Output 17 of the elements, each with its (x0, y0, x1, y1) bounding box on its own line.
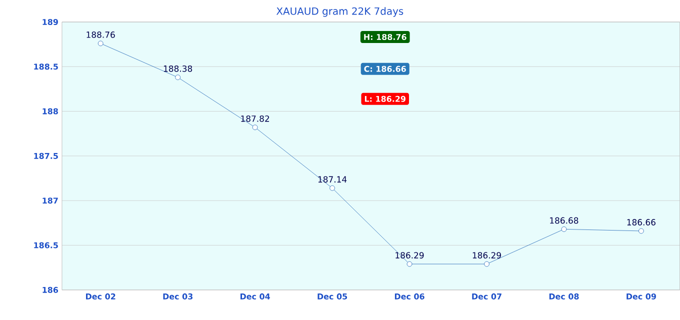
point (252, 124, 258, 130)
data-label: 186.29 (396, 252, 424, 259)
point (330, 185, 335, 191)
point (638, 228, 644, 234)
data-label: 188.76 (86, 32, 115, 38)
point (98, 40, 104, 46)
data-label: 186.66 (627, 219, 656, 226)
chart-title: XAUAUD gram 22K 7days (276, 7, 404, 17)
point (406, 261, 412, 267)
data-label: 188.38 (164, 66, 192, 72)
point (561, 226, 567, 232)
point (175, 74, 181, 80)
data-label: 187.14 (318, 176, 347, 183)
data-label: 186.29 (472, 252, 501, 259)
data-label: 187.82 (241, 116, 270, 122)
point (484, 261, 490, 267)
data-label: 186.68 (550, 217, 578, 224)
